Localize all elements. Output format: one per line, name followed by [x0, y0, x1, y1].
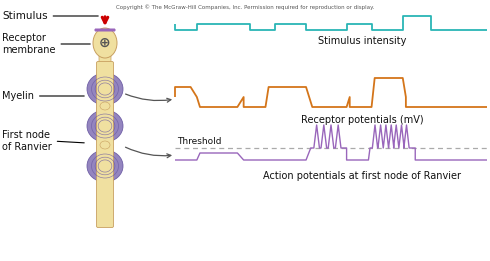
- Text: Action potentials at first node of Ranvier: Action potentials at first node of Ranvi…: [263, 171, 461, 181]
- Text: Stimulus: Stimulus: [2, 11, 98, 21]
- Text: Threshold: Threshold: [177, 138, 221, 146]
- Text: Myelin: Myelin: [2, 91, 84, 101]
- FancyBboxPatch shape: [99, 51, 111, 65]
- Circle shape: [97, 28, 99, 32]
- Circle shape: [98, 28, 101, 32]
- FancyBboxPatch shape: [97, 62, 114, 228]
- Text: ⊕: ⊕: [99, 36, 111, 50]
- Text: Receptor
membrane: Receptor membrane: [2, 33, 90, 55]
- Text: Stimulus intensity: Stimulus intensity: [318, 36, 406, 46]
- Circle shape: [112, 28, 116, 32]
- Circle shape: [110, 28, 114, 32]
- Circle shape: [104, 28, 108, 32]
- Ellipse shape: [100, 141, 110, 149]
- Circle shape: [100, 28, 103, 32]
- Circle shape: [106, 28, 110, 32]
- Ellipse shape: [93, 28, 117, 58]
- Circle shape: [108, 28, 112, 32]
- Text: First node
of Ranvier: First node of Ranvier: [2, 130, 84, 152]
- Circle shape: [95, 28, 98, 32]
- Ellipse shape: [100, 102, 110, 110]
- Ellipse shape: [87, 110, 123, 142]
- Text: Copyright © The McGraw-Hill Companies, Inc. Permission required for reproduction: Copyright © The McGraw-Hill Companies, I…: [116, 4, 374, 10]
- Ellipse shape: [87, 150, 123, 182]
- Circle shape: [102, 28, 106, 32]
- Ellipse shape: [87, 73, 123, 105]
- Text: Receptor potentials (mV): Receptor potentials (mV): [301, 115, 423, 125]
